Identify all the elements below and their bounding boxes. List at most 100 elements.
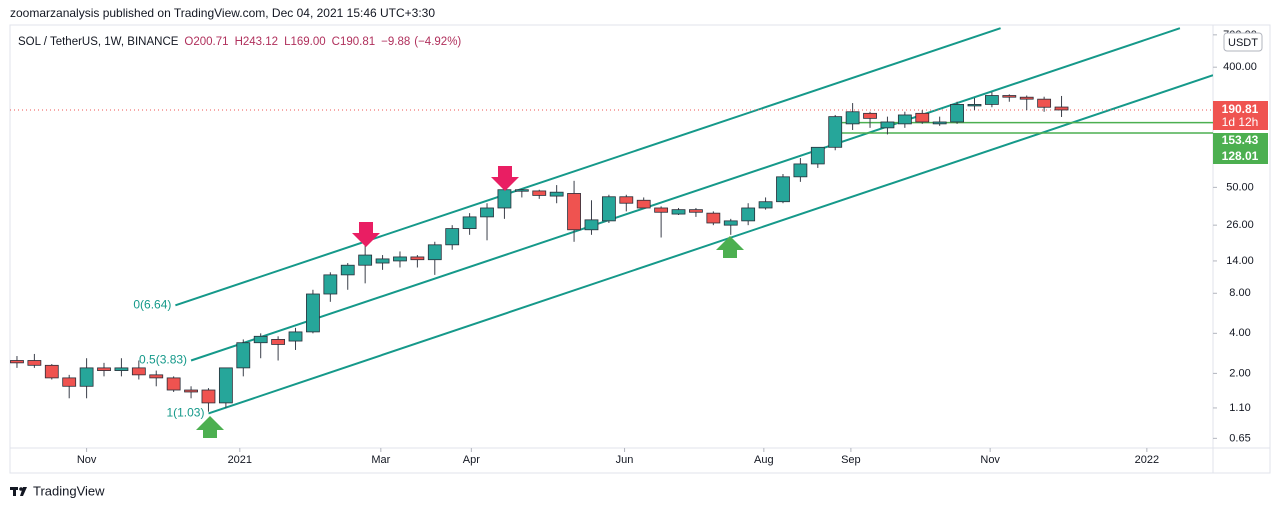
logo: [10, 487, 27, 496]
candle-body: [950, 104, 964, 123]
legend-value: 200.71: [193, 36, 228, 48]
x-tick-label: Nov: [77, 454, 97, 466]
candle-body: [497, 189, 512, 209]
legend: SOL / TetherUS, 1W, BINANCE O200.71 H243.1…: [18, 36, 461, 48]
channel-line: [175, 27, 1001, 307]
candle-body: [601, 196, 616, 222]
candle-body: [97, 367, 111, 371]
candle-body: [445, 228, 460, 246]
candle-body: [1054, 106, 1069, 111]
y-tick-label: 14.00: [1226, 255, 1254, 267]
x-tick-label: 2022: [1135, 454, 1159, 466]
countdown: 1d 12h: [1222, 115, 1259, 129]
currency-box[interactable]: [1223, 32, 1263, 52]
candle-body: [1019, 96, 1034, 100]
candle-body: [532, 190, 547, 196]
candle-body: [253, 335, 268, 344]
channel-label: 0(6.64): [133, 297, 171, 311]
y-tick-label: 26.00: [1226, 219, 1254, 231]
candle-body: [306, 293, 320, 333]
up-arrow: [196, 416, 224, 438]
candle-body: [149, 374, 164, 379]
y-tick-label: 2.00: [1229, 367, 1250, 379]
candle-body: [323, 274, 338, 295]
candle-body: [184, 389, 198, 393]
candle-body: [62, 377, 77, 387]
candle-body: [514, 189, 529, 192]
candle-body: [654, 207, 669, 213]
candle-body: [114, 367, 129, 371]
candle-body: [671, 209, 686, 215]
x-tick-label: Sep: [841, 454, 861, 466]
candle-body: [723, 220, 738, 226]
candle-body: [810, 146, 825, 165]
candle-body: [880, 121, 895, 129]
down-arrow: [352, 222, 380, 247]
candle-body: [584, 219, 599, 231]
legend-change-pct: (−4.92%): [414, 36, 461, 48]
candle-body: [758, 201, 773, 209]
candle-body: [393, 256, 407, 262]
footer-brand[interactable]: TradingView: [33, 483, 105, 498]
down-arrow: [491, 166, 519, 191]
candle-body: [567, 193, 581, 231]
candle-body: [236, 342, 251, 369]
candle-body: [619, 196, 634, 204]
currency[interactable]: USDT: [1228, 37, 1258, 49]
candle-body: [1002, 95, 1017, 98]
legend-field: H: [235, 36, 243, 48]
y-tick-label: 50.00: [1226, 181, 1254, 193]
candle-body: [271, 339, 286, 345]
level-price: 153.43: [1222, 133, 1259, 147]
y-tick-label: 0.65: [1229, 432, 1250, 444]
channel-line: [208, 74, 1213, 415]
candle-body: [967, 104, 982, 107]
level-price: 128.01: [1222, 149, 1259, 163]
candle-body: [776, 176, 790, 203]
candle-body: [79, 367, 94, 387]
candle-body: [131, 367, 146, 376]
candle-body: [218, 367, 233, 404]
candle-body: [410, 256, 425, 261]
candle-body: [10, 360, 24, 364]
candle-body: [706, 212, 721, 224]
candle-body: [288, 331, 303, 342]
candle-body: [741, 207, 756, 222]
candle-body: [27, 360, 42, 366]
symbol-title: SOL / TetherUS, 1W, BINANCE: [18, 36, 179, 48]
up-arrow: [716, 236, 744, 258]
frame: [9, 24, 1271, 474]
y-tick-label: 1.10: [1229, 402, 1250, 414]
last-price: 190.81: [1222, 102, 1259, 116]
level-tag: [1213, 133, 1268, 164]
x-tick-label: Apr: [463, 454, 480, 466]
header: zoomarzanalysis published on TradingView…: [10, 6, 435, 20]
candle-body: [897, 114, 912, 125]
candle-body: [549, 191, 564, 197]
candle-body: [44, 364, 59, 379]
candle-body: [166, 377, 181, 391]
x-tick-label: Mar: [371, 454, 390, 466]
candle-body: [932, 121, 947, 125]
candle-body: [915, 112, 930, 123]
y-tick-label: 8.00: [1229, 287, 1250, 299]
legend-field: O: [184, 36, 193, 48]
candle-body: [427, 244, 442, 261]
legend-value: 190.81: [340, 36, 375, 48]
candle-body: [340, 264, 355, 276]
candle-body: [984, 95, 999, 105]
candle-body: [828, 116, 843, 148]
plot-lines: [10, 27, 1213, 415]
candle-body: [462, 216, 477, 229]
candle-body: [793, 163, 808, 178]
candle-body: [201, 389, 216, 404]
plot-candles: [10, 92, 1069, 412]
legend-value: 243.12: [243, 36, 278, 48]
legend-field: C: [332, 36, 340, 48]
candle-body: [845, 111, 860, 125]
channel-label: 0.5(3.83): [139, 353, 187, 367]
x-tick-label: Aug: [754, 454, 774, 466]
x-tick-label: 2021: [228, 454, 252, 466]
legend-change: −9.88: [381, 36, 410, 48]
